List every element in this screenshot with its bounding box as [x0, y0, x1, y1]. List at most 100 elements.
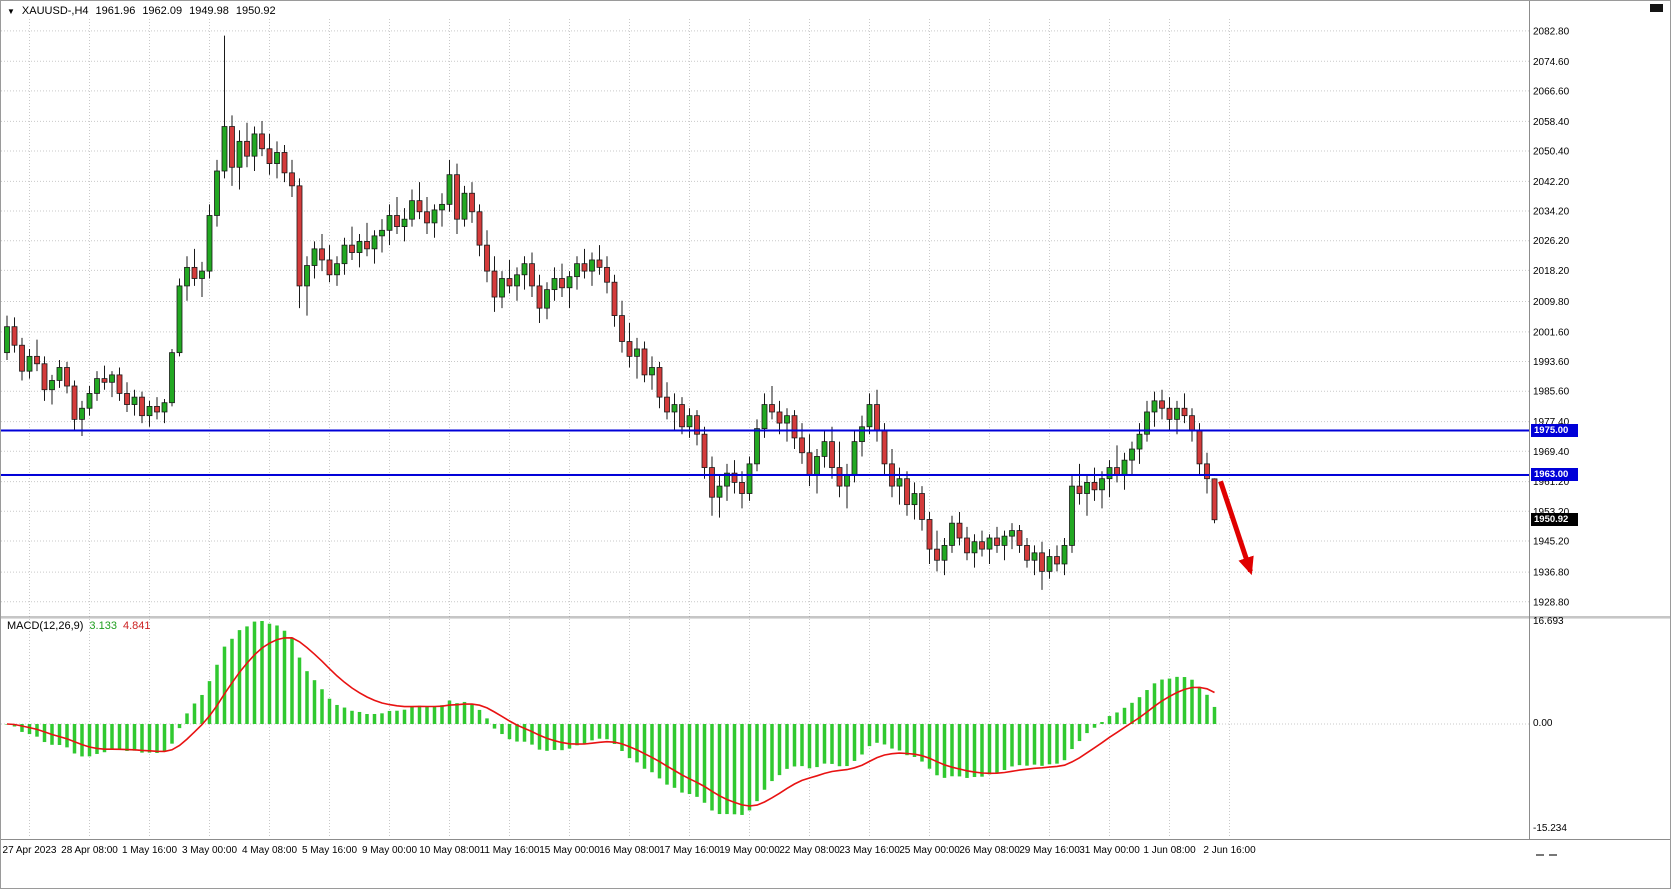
price-axis-label: 2001.60	[1533, 327, 1570, 338]
macd-histogram-bar	[335, 704, 339, 724]
macd-histogram-bar	[897, 724, 902, 751]
price-axis[interactable]: 2082.80 2074.60 2066.60 2058.40 2050.40 2042.…	[1533, 26, 1570, 608]
macd-histogram-bar	[537, 724, 542, 750]
candle-body	[71, 385, 78, 420]
candle-body	[386, 215, 393, 231]
candle-body	[544, 289, 550, 309]
candle-body	[424, 211, 430, 224]
macd-histogram-bar	[747, 724, 752, 811]
macd-histogram-bar	[297, 657, 302, 724]
candle-body	[769, 404, 775, 413]
macd-histogram-bar	[57, 724, 62, 745]
candle-body	[499, 278, 505, 298]
macd-histogram-bar	[477, 709, 482, 724]
time-axis-label: 23 May 16:00	[839, 845, 900, 856]
candle-body	[1196, 430, 1203, 465]
macd-histogram-bar	[1002, 724, 1007, 770]
close-value: 1950.92	[235, 5, 276, 17]
candle-body	[559, 278, 565, 289]
candle-body	[206, 215, 213, 272]
price-axis-label: 1936.80	[1533, 568, 1570, 579]
candle-body	[296, 185, 303, 287]
bottom-scroll-marker[interactable]	[1536, 846, 1562, 864]
candle-body	[754, 428, 760, 465]
macd-histogram-bar	[1092, 724, 1097, 728]
candle-body	[611, 281, 618, 316]
candle-body	[431, 209, 438, 224]
candle-body	[1106, 467, 1113, 480]
time-axis-label: 2 Jun 16:00	[1203, 845, 1256, 856]
macd-histogram-bar	[455, 703, 459, 724]
macd-histogram-bar	[680, 724, 684, 793]
macd-histogram-bar	[612, 724, 617, 744]
candle-body	[776, 411, 783, 424]
horizontal-line[interactable]	[1, 473, 1529, 476]
candle-body	[709, 467, 715, 498]
macd-histogram-bar	[1205, 694, 1209, 724]
horizontal-line[interactable]	[1, 429, 1529, 432]
candle-body	[236, 140, 243, 168]
macd-histogram-bar	[920, 724, 924, 762]
candle-body	[1099, 478, 1105, 491]
macd-histogram-bar	[1197, 686, 1202, 724]
time-axis-label: 26 May 08:00	[959, 845, 1020, 856]
candle-body	[4, 326, 10, 354]
candle-body	[874, 404, 880, 431]
support-resistance-lines[interactable]	[1, 429, 1529, 476]
macd-histogram-bar	[80, 724, 84, 757]
candle-body	[596, 259, 603, 268]
macd-name: MACD(12,26,9)	[7, 620, 84, 632]
time-axis-label: 17 May 16:00	[659, 845, 720, 856]
macd-histogram-bar	[132, 724, 137, 751]
time-axis-label: 31 May 00:00	[1079, 845, 1140, 856]
macd-histogram-bar	[1100, 722, 1104, 724]
time-axis-label: 9 May 00:00	[362, 845, 417, 856]
candle-body	[941, 545, 948, 561]
macd-signal-line	[6, 636, 1215, 807]
candle-body	[379, 229, 385, 237]
trend-arrow[interactable]	[1218, 480, 1254, 576]
candle-body	[746, 463, 753, 494]
time-axis[interactable]: 27 Apr 2023 28 Apr 08:00 1 May 16:00 3 May …	[3, 845, 1257, 856]
macd-histogram-bar	[485, 718, 489, 724]
macd-histogram-bar	[380, 713, 384, 724]
price-axis-label: 2026.20	[1533, 236, 1570, 247]
symbol-marker-icon: ▼	[7, 6, 15, 16]
resistance-price-tag[interactable]: 1975.00	[1531, 423, 1578, 437]
candle-body	[799, 437, 805, 454]
candle-body	[469, 192, 475, 213]
candle-body	[1121, 459, 1128, 476]
candle-body	[259, 133, 265, 150]
macd-histogram-bar	[1017, 724, 1022, 766]
macd-layer	[1, 621, 1529, 815]
candle-body	[1151, 400, 1158, 413]
macd-histogram-bar	[627, 724, 632, 759]
support-price-tag[interactable]: 1963.00	[1531, 468, 1578, 482]
candle-body	[116, 374, 123, 394]
macd-histogram-bar	[492, 724, 497, 729]
price-axis-label: 2082.80	[1533, 26, 1570, 37]
macd-histogram-bar	[155, 724, 159, 753]
candle-body	[371, 235, 378, 250]
macd-histogram-bar	[1175, 676, 1179, 724]
macd-histogram-bar	[852, 724, 857, 761]
macd-histogram-bar	[1070, 724, 1074, 750]
candle-body	[1174, 407, 1180, 420]
candle-body	[604, 266, 610, 283]
candle-body	[551, 278, 558, 291]
low-value: 1949.98	[189, 5, 229, 17]
macd-histogram-bar	[875, 724, 879, 743]
candle-body	[401, 218, 408, 228]
candle-body	[19, 344, 25, 372]
candle-body	[131, 396, 138, 405]
candle-body	[716, 485, 723, 498]
macd-histogram-bar	[95, 724, 99, 754]
down-arrow-icon[interactable]	[1218, 480, 1254, 576]
price-axis-label: 1928.80	[1533, 597, 1570, 608]
candle-body	[454, 174, 460, 220]
macd-histogram-bar	[432, 706, 437, 724]
macd-histogram-bar	[200, 694, 204, 724]
macd-histogram-bar	[710, 724, 714, 811]
